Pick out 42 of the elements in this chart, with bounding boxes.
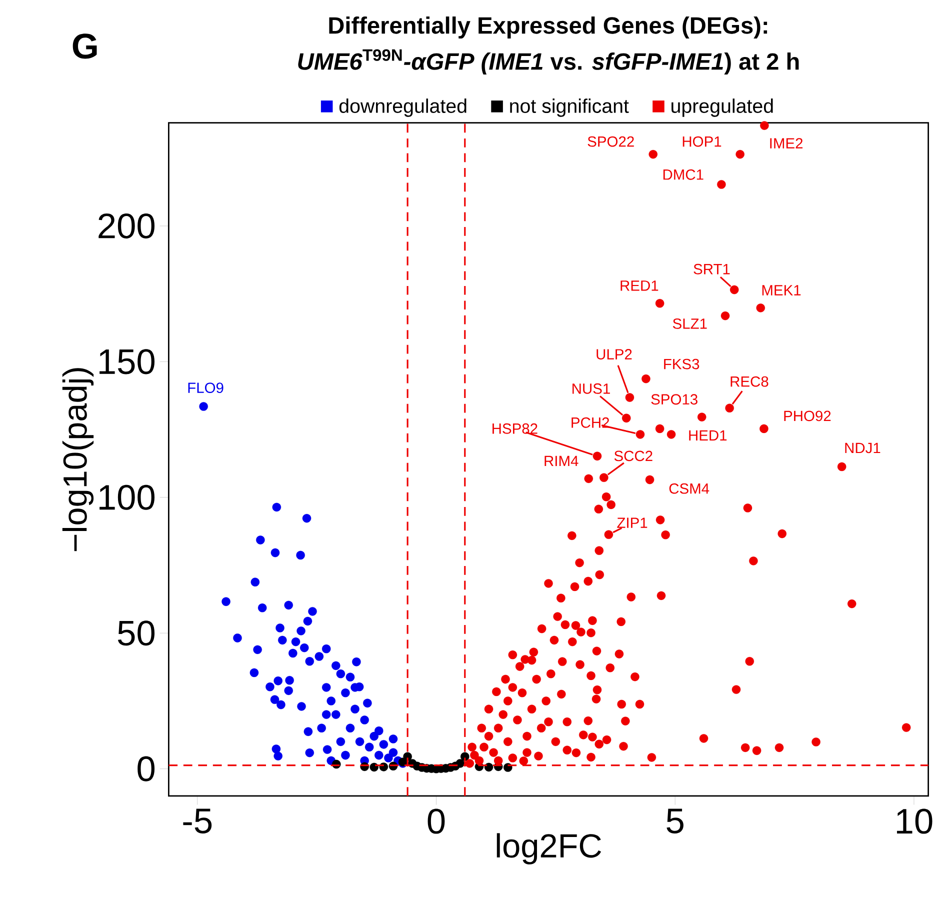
chart-subtitle: UME6$^{T99N}$-αGFP (IME1 vs. sfGFP-IME1) at 2 h xyxy=(298,49,799,74)
y-axis-title: −log10(padj) xyxy=(62,368,94,552)
x-tick-label: 10 xyxy=(896,808,932,834)
point xyxy=(370,762,379,772)
chart-title: Differentially Expressed Genes (DEGs): xyxy=(329,16,768,38)
point xyxy=(484,762,494,772)
y-tick-label: 200 xyxy=(98,213,154,238)
y-tick-label: 100 xyxy=(100,484,154,510)
annotation: ULP2 xyxy=(596,348,632,360)
annotation: NUS1 xyxy=(572,383,610,394)
annotation: HSP82 xyxy=(492,423,538,434)
annotation: RED1 xyxy=(620,280,658,291)
annotation: SPO13 xyxy=(651,394,698,404)
annotation: SPO22 xyxy=(588,136,634,147)
annotation: NDJ1 xyxy=(845,442,880,454)
annotation: SCC2 xyxy=(614,450,652,462)
x-tick-label: -5 xyxy=(183,808,212,834)
x-axis-title: log2FC xyxy=(496,833,602,864)
annotation: CSM4 xyxy=(669,483,710,494)
annotation: ZIP1 xyxy=(617,518,648,528)
y-tick-label: 50 xyxy=(118,620,155,646)
annotation: PCH2 xyxy=(572,417,610,428)
annotation: SLZ1 xyxy=(672,318,707,329)
x-tick-label: 5 xyxy=(666,808,684,834)
annotation: PHO92 xyxy=(784,410,831,422)
annotation: RIM4 xyxy=(544,456,578,466)
annotation: FKS3 xyxy=(664,358,700,370)
y-tick-label: 0 xyxy=(138,756,155,782)
annotation: SRT1 xyxy=(694,264,730,274)
legend-label: upregulated xyxy=(672,98,773,117)
x-tick-label: 0 xyxy=(428,808,445,834)
annotation: HED1 xyxy=(689,430,727,440)
annotation: REC8 xyxy=(730,376,768,387)
annotation: FLO9 xyxy=(188,382,224,393)
annotation: DMC1 xyxy=(663,169,704,180)
annotation: MEK1 xyxy=(762,285,801,296)
legend-label: not significant xyxy=(510,98,629,117)
y-tick-label: 150 xyxy=(100,349,154,374)
annotation: HOP1 xyxy=(682,136,722,147)
text: G xyxy=(72,34,97,59)
annotation: IME2 xyxy=(770,138,803,148)
legend-label: downregulated xyxy=(339,98,466,117)
